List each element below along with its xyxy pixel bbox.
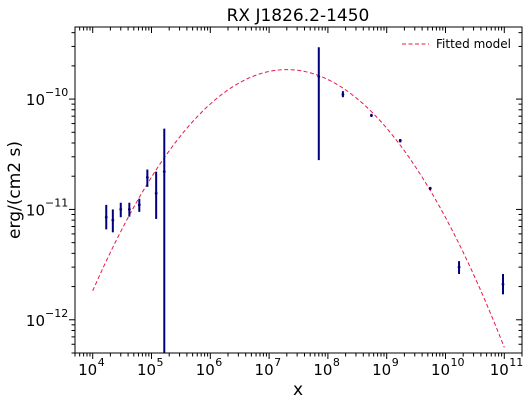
x-tick-label: 10	[490, 361, 509, 379]
y-tick-label-exponent: −11	[45, 196, 68, 209]
x-tick-label-exponent: 11	[509, 356, 523, 369]
data-point	[457, 265, 461, 269]
x-tick-label: 10	[137, 361, 156, 379]
x-tick-label-exponent: 8	[333, 356, 340, 369]
legend-label-fitted-model: Fitted model	[436, 37, 511, 51]
data-point	[317, 75, 321, 78]
x-axis-label: x	[293, 380, 303, 400]
data-point	[154, 191, 158, 195]
x-tick-label: 10	[196, 361, 215, 379]
x-tick-label: 10	[78, 361, 97, 379]
legend: Fitted model	[402, 37, 511, 51]
data-point	[341, 93, 345, 96]
y-tick-label-exponent: −12	[45, 307, 68, 320]
fitted-model-line	[92, 69, 505, 348]
x-tick-label-exponent: 9	[392, 356, 399, 369]
data-point	[501, 282, 505, 286]
y-tick-label: 10	[26, 201, 45, 219]
y-axis-label: erg/(cm2 s)	[5, 141, 25, 239]
data-point	[104, 215, 108, 219]
data-point	[428, 187, 432, 190]
x-tick-label: 10	[372, 361, 391, 379]
data-point	[119, 208, 123, 211]
x-tick-label-exponent: 6	[215, 356, 222, 369]
x-tick-label-exponent: 4	[98, 356, 105, 369]
data-point	[137, 203, 141, 207]
y-tick-label: 10	[26, 91, 45, 109]
x-tick-label: 10	[431, 361, 450, 379]
y-tick-label: 10	[26, 312, 45, 330]
data-point	[370, 114, 373, 117]
chart-title: RX J1826.2-1450	[227, 6, 370, 26]
data-point	[145, 176, 149, 179]
y-tick-label-exponent: −10	[45, 86, 68, 99]
x-tick-label-exponent: 5	[157, 356, 164, 369]
x-tick-label: 10	[313, 361, 332, 379]
data-point	[162, 170, 166, 174]
plot-frame	[74, 26, 523, 354]
data-point	[127, 208, 131, 211]
data-point	[398, 139, 402, 143]
data-point	[111, 218, 115, 222]
x-tick-label: 10	[255, 361, 274, 379]
x-tick-label-exponent: 10	[450, 356, 464, 369]
x-tick-label-exponent: 7	[274, 356, 281, 369]
